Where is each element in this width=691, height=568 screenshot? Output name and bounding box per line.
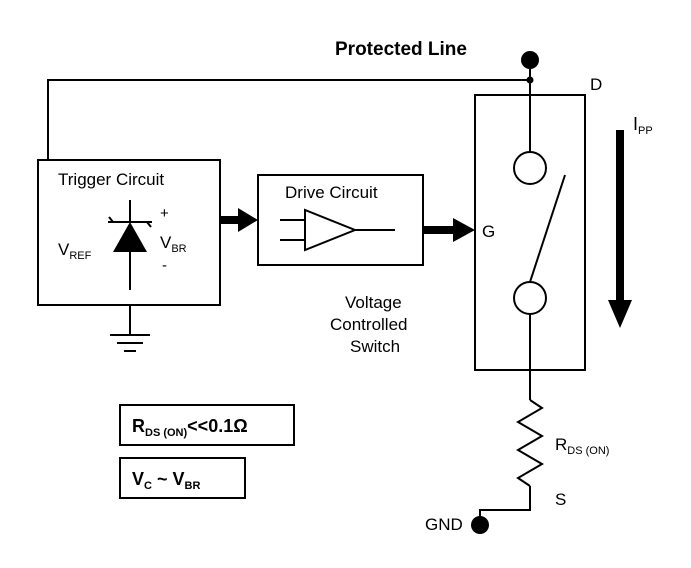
terminal-d-label: D xyxy=(590,75,602,94)
protected-line-label: Protected Line xyxy=(335,39,467,60)
wire-resistor-to-gnd xyxy=(480,486,530,516)
vcs-label-1: Voltage xyxy=(345,293,402,312)
gnd-dot xyxy=(471,516,489,534)
svg-text:IPP: IPP xyxy=(633,114,653,137)
arrow-drive-to-switch xyxy=(423,218,475,242)
resistor-icon xyxy=(518,400,542,486)
switch-top-terminal xyxy=(514,152,546,184)
drive-circuit-label: Drive Circuit xyxy=(285,183,378,202)
svg-text:VC ~ VBR: VC ~ VBR xyxy=(132,469,200,492)
vref-label: VREF xyxy=(58,240,92,262)
ipp-arrow xyxy=(608,130,632,328)
svg-text:RDS (ON): RDS (ON) xyxy=(555,435,609,457)
circuit-diagram: Protected Line D Trigger Circuit + - VRE… xyxy=(0,0,691,568)
svg-text:RDS (ON)<<0.1Ω: RDS (ON)<<0.1Ω xyxy=(132,416,248,439)
arrow-trigger-to-drive xyxy=(220,208,258,232)
gnd-label: GND xyxy=(425,515,463,534)
ipp-label: IPP xyxy=(633,114,653,137)
wire-junction-to-trigger xyxy=(48,80,530,160)
plus-label: + xyxy=(160,205,169,222)
terminal-g-label: G xyxy=(482,222,495,241)
trigger-circuit-label: Trigger Circuit xyxy=(58,170,164,189)
note2-text: VC ~ VBR xyxy=(132,469,200,492)
zener-diode-icon xyxy=(108,200,152,290)
switch-bot-terminal xyxy=(514,282,546,314)
protected-line-dot xyxy=(521,51,539,69)
svg-text:VREF: VREF xyxy=(58,240,92,262)
switch-lever xyxy=(530,175,565,282)
ground-icon xyxy=(110,335,150,351)
vcs-label-3: Switch xyxy=(350,337,400,356)
vcs-label-2: Controlled xyxy=(330,315,408,334)
svg-text:VBR: VBR xyxy=(160,233,187,255)
note1-text: RDS (ON)<<0.1Ω xyxy=(132,416,248,439)
minus-label: - xyxy=(162,257,167,274)
vbr-label: VBR xyxy=(160,233,187,255)
terminal-s-label: S xyxy=(555,490,566,509)
rds-on-label: RDS (ON) xyxy=(555,435,609,457)
amplifier-icon xyxy=(280,210,395,250)
